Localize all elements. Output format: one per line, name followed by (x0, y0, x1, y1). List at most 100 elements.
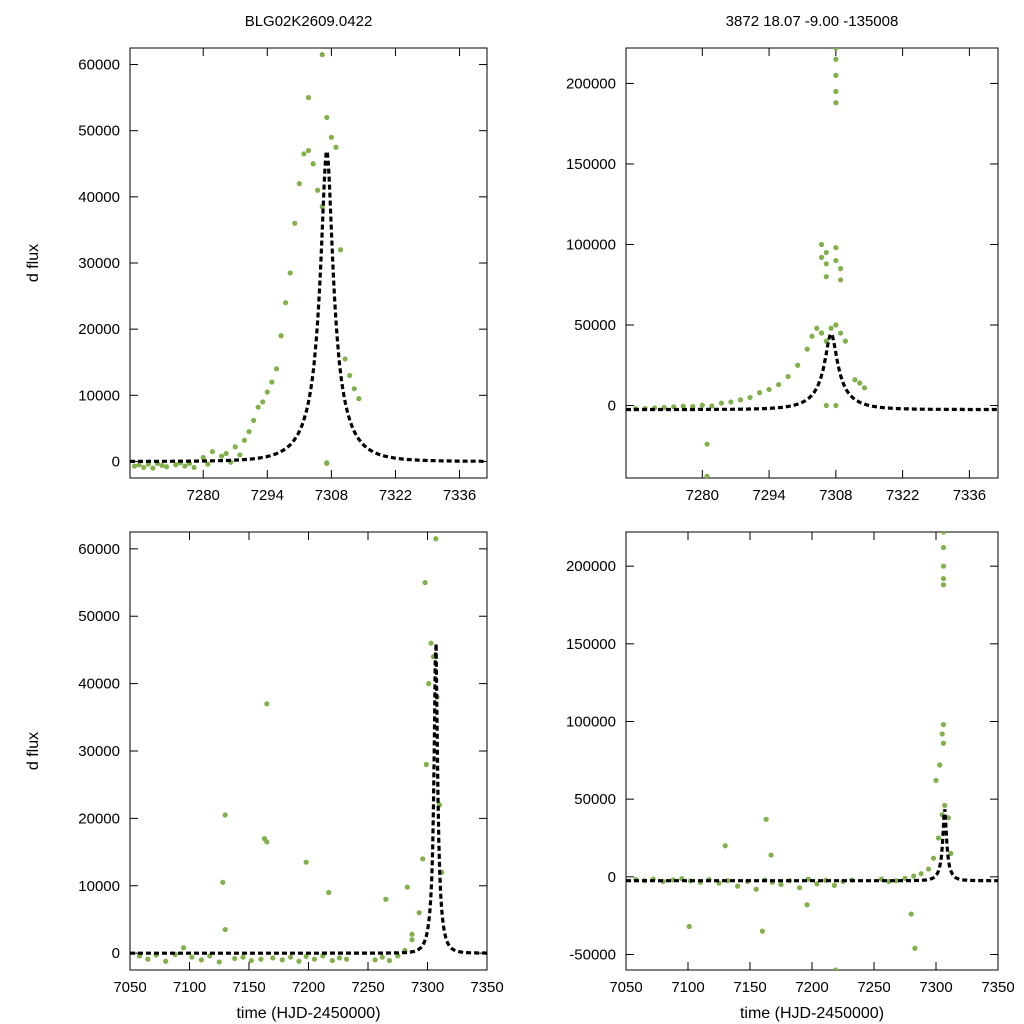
data-point (861, 385, 868, 391)
panel-3: 0 10000 20000 30000 40000 50000 60000 7050 7100 7… (25, 531, 504, 1022)
data-point (319, 52, 325, 58)
x-tick-label: 7050 (113, 979, 146, 996)
x-tick-label: 7200 (795, 979, 828, 996)
data-point (766, 386, 772, 393)
data-point (838, 277, 844, 283)
data-point (336, 955, 343, 961)
data-point (273, 366, 280, 372)
y-tick-label: 60000 (78, 57, 120, 74)
data-point (759, 928, 766, 934)
y-tick-label: 150000 (566, 156, 616, 173)
data-point (940, 563, 947, 569)
data-point (833, 88, 839, 95)
data-point (893, 878, 899, 884)
x-axis-label: time (HJD-2450000) (236, 1005, 380, 1022)
data-point (395, 953, 401, 959)
y-tick-label: 20000 (78, 321, 120, 338)
x-tick-label: 7350 (470, 979, 503, 996)
x-tick-label: 7250 (857, 979, 890, 996)
data-point (833, 245, 839, 251)
data-point (264, 701, 270, 707)
x-tick-label: 7050 (609, 979, 642, 996)
data-layer (130, 536, 487, 965)
data-point (823, 261, 829, 267)
data-point (735, 883, 741, 889)
data-point (833, 72, 839, 78)
data-point (838, 266, 844, 272)
data-point (823, 274, 829, 280)
data-point (150, 465, 156, 471)
x-tick-label: 7200 (292, 979, 325, 996)
data-point (278, 333, 284, 339)
data-point (287, 270, 293, 276)
data-point (409, 931, 415, 937)
data-point (180, 945, 187, 951)
x-tick-label: 7336 (443, 487, 476, 504)
data-point (690, 403, 696, 410)
data-point (722, 843, 728, 849)
data-point (260, 399, 266, 405)
data-point (785, 373, 791, 380)
data-point (250, 417, 257, 424)
data-point (283, 300, 289, 306)
y-axis-label: d flux (25, 732, 42, 770)
y-tick-label: 100000 (566, 236, 616, 253)
y-tick-label: 100000 (566, 713, 616, 730)
data-point (223, 450, 229, 457)
data-point (763, 816, 769, 822)
data-point (189, 954, 195, 960)
x-tick-label: 7100 (173, 979, 206, 996)
data-point (940, 721, 947, 728)
y-tick-label: 200000 (566, 75, 616, 92)
data-point (261, 836, 268, 842)
data-point (248, 957, 254, 964)
data-point (804, 346, 810, 352)
data-point (409, 937, 415, 943)
y-tick-label: 0 (608, 869, 616, 886)
data-point (386, 957, 393, 964)
data-point (704, 473, 710, 478)
y-tick-label: 50000 (574, 317, 616, 334)
data-point (270, 955, 276, 961)
y-tick-label: 50000 (78, 608, 120, 625)
data-point (704, 441, 710, 447)
x-tick-label: 7294 (251, 487, 284, 504)
x-tick-label: 7300 (919, 979, 952, 996)
data-point (342, 356, 348, 362)
data-point (264, 389, 270, 395)
data-point (940, 532, 947, 535)
panel-title: 3872 18.07 -9.00 -135008 (726, 13, 899, 30)
y-tick-label: 0 (112, 945, 120, 962)
data-point (164, 464, 170, 470)
data-point (303, 859, 309, 865)
data-point (747, 394, 753, 401)
data-point (852, 377, 858, 383)
data-point (728, 399, 734, 405)
data-point (372, 957, 378, 963)
data-point (814, 325, 820, 331)
data-point (216, 959, 222, 965)
panel-title: BLG02K2609.0422 (245, 13, 373, 30)
data-point (423, 761, 429, 768)
data-point (292, 220, 298, 226)
data-point (324, 460, 330, 467)
data-point (205, 461, 211, 467)
data-point (200, 454, 206, 461)
data-point (303, 953, 309, 960)
x-tick-label: 7322 (886, 487, 919, 504)
data-point (857, 380, 863, 386)
data-point (337, 247, 344, 253)
x-tick-label: 7300 (411, 979, 444, 996)
y-tick-label: 150000 (566, 636, 616, 653)
data-point (255, 404, 261, 410)
x-axis-label: time (HJD-2450000) (740, 1005, 884, 1022)
data-point (279, 957, 285, 963)
data-point (686, 923, 692, 930)
data-point (232, 444, 238, 450)
data-point (422, 579, 428, 586)
data-point (778, 881, 784, 888)
y-tick-label: 40000 (78, 189, 120, 206)
data-point (776, 381, 782, 388)
data-point (220, 879, 226, 886)
data-point (842, 338, 848, 344)
